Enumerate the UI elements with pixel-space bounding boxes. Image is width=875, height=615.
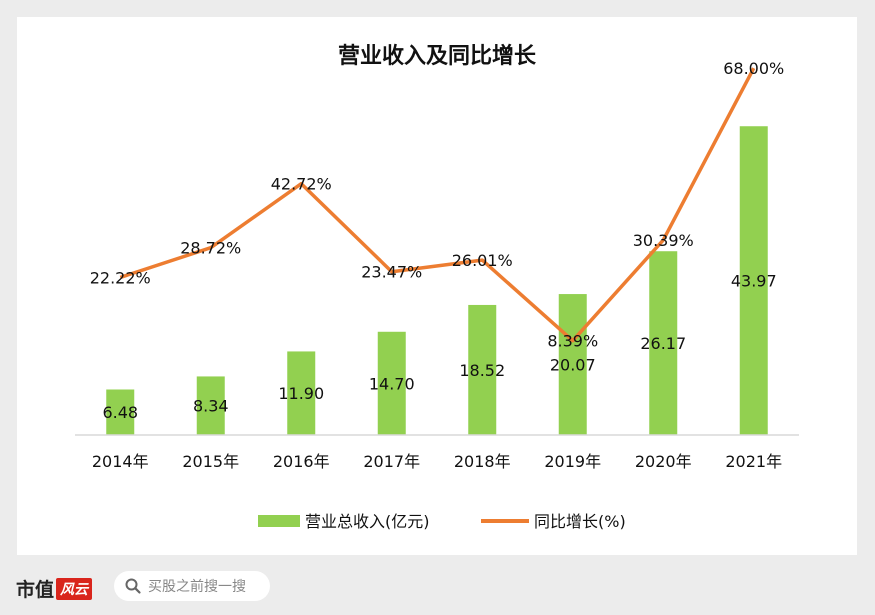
bar-value-label: 14.70: [369, 374, 415, 393]
bar-7: [739, 126, 768, 436]
bar-5: [558, 294, 587, 435]
growth-value-label: 30.39%: [633, 231, 694, 250]
bar-3: [377, 331, 406, 435]
bar-6: [649, 251, 678, 435]
search-icon: [125, 578, 141, 594]
bar-value-label: 26.17: [640, 334, 686, 353]
growth-line-series: [119, 67, 756, 343]
x-tick-label: 2014年: [92, 452, 149, 471]
bar-value-label: 8.34: [193, 397, 229, 416]
footer-bar: 市值 风云 买股之前搜一搜: [0, 555, 875, 615]
legend-swatch-revenue: [258, 515, 300, 527]
chart-card: 营业收入及同比增长 2014年 2015年 2016年 2017年 2018年 2019年…: [17, 17, 857, 555]
chart-title: 营业收入及同比增长: [338, 43, 537, 69]
x-tick-label: 2021年: [725, 452, 782, 471]
bar-value-label: 6.48: [102, 403, 138, 422]
bar-series: [106, 126, 768, 436]
growth-value-label: 8.39%: [547, 332, 598, 351]
bar-0: [106, 389, 135, 435]
growth-value-label: 22.22%: [90, 268, 151, 287]
brand-name: 市值: [16, 579, 55, 601]
brand-logo: 市值 风云: [16, 575, 93, 602]
bar-value-label: 11.90: [278, 384, 324, 403]
x-tick-label: 2016年: [273, 452, 330, 471]
growth-value-label: 68.00%: [723, 59, 784, 78]
bar-1: [196, 376, 225, 435]
legend-label-revenue: 营业总收入(亿元): [305, 512, 430, 531]
x-tick-label: 2015年: [182, 452, 239, 471]
growth-value-label: 23.47%: [361, 263, 422, 282]
x-tick-label: 2020年: [635, 452, 692, 471]
growth-line: [119, 67, 756, 343]
bar-value-labels: 6.48 8.34 11.90 14.70 18.52 20.07 26.17 43.97: [102, 272, 776, 423]
chart: 营业收入及同比增长 2014年 2015年 2016年 2017年 2018年 2019年…: [75, 43, 799, 531]
legend-label-growth: 同比增长(%): [534, 512, 626, 531]
growth-value-label: 42.72%: [271, 175, 332, 194]
bar-value-label: 43.97: [731, 272, 777, 291]
x-axis-ticks: 2014年 2015年 2016年 2017年 2018年 2019年 2020年 2021年: [92, 452, 782, 471]
bar-value-label: 20.07: [550, 356, 596, 375]
search-input[interactable]: 买股之前搜一搜: [148, 579, 246, 595]
legend: 营业总收入(亿元) 同比增长(%): [258, 512, 626, 531]
brand-mark: 风云: [56, 578, 93, 600]
growth-value-label: 28.72%: [180, 239, 241, 258]
search-box[interactable]: 买股之前搜一搜: [114, 571, 270, 601]
growth-value-label: 26.01%: [452, 251, 513, 270]
x-tick-label: 2018年: [454, 452, 511, 471]
bar-4: [468, 304, 497, 435]
x-tick-label: 2019年: [544, 452, 601, 471]
x-tick-label: 2017年: [363, 452, 420, 471]
bar-2: [287, 351, 316, 435]
growth-value-labels: 22.22% 28.72% 42.72% 23.47% 26.01% 8.39% 30.39…: [90, 59, 785, 351]
bar-value-label: 18.52: [459, 361, 505, 380]
